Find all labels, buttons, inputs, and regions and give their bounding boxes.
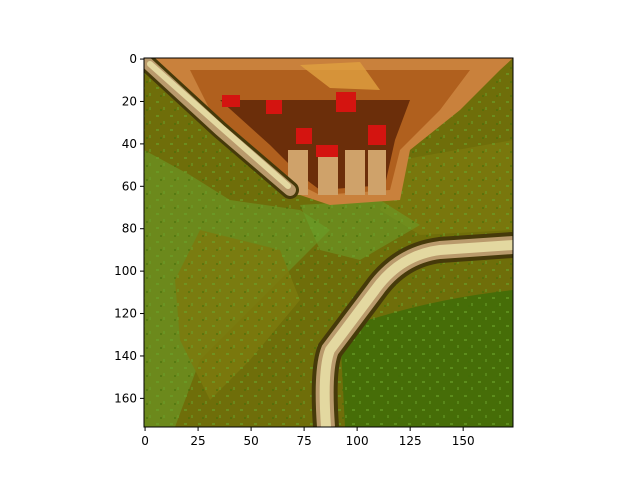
road-diagonal-light [147, 61, 291, 189]
x-tick-label: 150 [452, 434, 475, 448]
x-tick-label: 125 [399, 434, 422, 448]
y-tick-label: 20 [122, 94, 137, 108]
y-tick-label: 0 [129, 52, 137, 66]
x-tick-label: 75 [296, 434, 311, 448]
y-axis-ticks: 0 20 40 60 80 100 120 140 160 [114, 52, 144, 405]
x-tick-label: 0 [141, 434, 149, 448]
y-tick-label: 100 [114, 264, 137, 278]
red-spot-2 [266, 100, 282, 114]
red-spot-3 [336, 92, 356, 112]
terrain-image [144, 58, 513, 427]
x-tick-label: 100 [346, 434, 369, 448]
x-axis-ticks: 0 25 50 75 100 125 150 [141, 427, 475, 448]
y-tick-label: 120 [114, 307, 137, 321]
roof-column-3 [345, 150, 365, 195]
roof-highlight [300, 62, 380, 90]
roof-column-4 [368, 150, 386, 195]
y-tick-label: 40 [122, 137, 137, 151]
axes-frame [143, 57, 514, 428]
y-tick-label: 140 [114, 349, 137, 363]
roof-column-2 [318, 150, 338, 195]
red-spot-1 [222, 95, 240, 107]
red-spot-6 [368, 125, 386, 145]
y-tick-label: 60 [122, 179, 137, 193]
red-spot-5 [316, 145, 338, 157]
road-curve-light [319, 240, 513, 427]
y-tick-label: 160 [114, 391, 137, 405]
y-tick-label: 80 [122, 222, 137, 236]
red-spot-4 [296, 128, 312, 144]
x-tick-label: 25 [190, 434, 205, 448]
x-tick-label: 50 [243, 434, 258, 448]
